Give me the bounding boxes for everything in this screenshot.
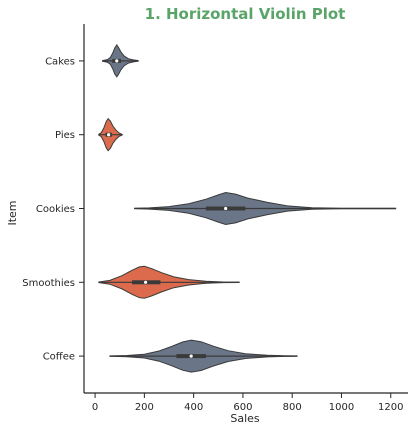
y-tick-label-pies: Pies	[55, 130, 75, 141]
median-point-cookies	[224, 206, 228, 211]
x-tick-label-1200: 1200	[378, 402, 403, 413]
y-tick-label-coffee: Coffee	[43, 352, 75, 363]
chart-title: 1. Horizontal Violin Plot	[145, 5, 346, 23]
x-axis-label: Sales	[230, 412, 260, 425]
median-point-coffee	[189, 354, 193, 358]
x-tick-label-400: 400	[184, 402, 203, 413]
y-tick-label-smoothies: Smoothies	[22, 278, 75, 289]
median-point-pies	[107, 133, 111, 137]
x-tick-label-0: 0	[92, 402, 98, 413]
median-point-cakes	[115, 59, 119, 63]
x-tick-label-1000: 1000	[329, 402, 354, 413]
x-tick-label-800: 800	[283, 402, 302, 413]
y-tick-label-cakes: Cakes	[45, 56, 75, 67]
y-tick-label-cookies: Cookies	[36, 204, 75, 215]
y-axis-label: Item	[6, 200, 19, 225]
x-tick-label-600: 600	[233, 402, 252, 413]
median-point-smoothies	[143, 280, 148, 284]
axes-layer: 0 200 400 600 800 1000 1200 Cakes Pies Cookies Smo…	[22, 24, 408, 413]
violin-layer	[98, 44, 397, 373]
x-tick-label-200: 200	[135, 402, 154, 413]
